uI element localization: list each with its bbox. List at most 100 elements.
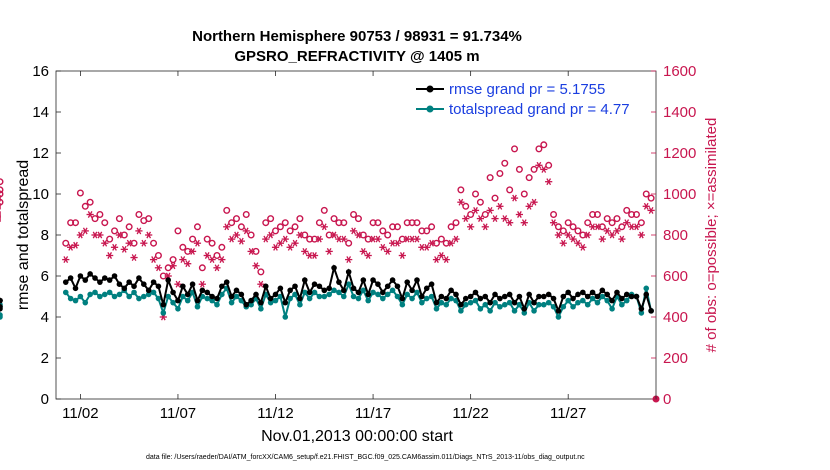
totalspread-point <box>209 297 215 304</box>
obs-possible-point <box>564 219 572 227</box>
obs-possible-point <box>608 219 616 227</box>
obs-assimilated-point <box>549 219 558 227</box>
obs-assimilated-point <box>642 202 650 210</box>
rmse-point <box>380 289 386 296</box>
rmse-point <box>194 297 201 304</box>
totalspread-point <box>184 297 191 304</box>
obs-assimilated-point <box>101 239 109 247</box>
obs-assimilated-point <box>169 262 177 270</box>
obs-possible-point <box>637 219 645 227</box>
obs-possible-point <box>618 223 626 231</box>
totalspread-point <box>180 293 186 300</box>
obs-possible-point <box>296 215 304 223</box>
rmse-point <box>116 281 123 288</box>
rmse-point <box>599 287 606 294</box>
totalspread-point <box>584 301 591 308</box>
obs-possible-point <box>213 251 221 259</box>
rmse-point <box>419 293 425 300</box>
obs-possible-point <box>262 219 270 227</box>
rmse-point <box>355 289 362 296</box>
obs-assimilated-point <box>486 206 494 214</box>
rmse-point <box>443 295 450 302</box>
obs-possible-point <box>403 219 411 227</box>
obs-possible-point <box>91 215 99 223</box>
rmse-point <box>409 287 415 294</box>
obs-possible-point <box>218 243 226 251</box>
rmse-point <box>258 299 264 306</box>
totalspread-point <box>194 303 201 310</box>
rmse-point <box>428 281 435 288</box>
rmse-point <box>360 277 367 283</box>
totalspread-point <box>214 301 220 308</box>
obs-possible-point <box>467 210 475 218</box>
totalspread-point <box>521 310 528 316</box>
rmse-point <box>619 295 625 302</box>
totalspread-point <box>516 301 523 308</box>
totalspread-point <box>116 291 123 298</box>
rmse-point <box>199 287 206 294</box>
totalspread-point <box>414 289 420 296</box>
obs-possible-point <box>145 215 153 223</box>
totalspread-point <box>87 291 93 298</box>
rmse-point <box>648 308 654 314</box>
obs-assimilated-point <box>140 239 148 247</box>
totalspread-point <box>321 293 328 300</box>
obs-assimilated-point <box>86 211 94 218</box>
obs-possible-point <box>272 227 280 235</box>
totalspread-point <box>287 295 293 302</box>
totalspread-point <box>233 293 240 300</box>
obs-possible-point <box>86 198 94 206</box>
rmse-point <box>511 299 518 306</box>
obs-possible-point <box>457 186 465 194</box>
rmse-point <box>228 293 235 300</box>
rmse-point <box>345 269 352 275</box>
obs-possible-point <box>428 223 436 231</box>
obs-assimilated-point <box>554 231 563 239</box>
rmse-point <box>458 301 464 308</box>
obs-possible-point <box>247 231 255 239</box>
totalspread-point <box>0 314 3 320</box>
rmse-point <box>336 279 342 285</box>
rmse-point <box>170 289 176 296</box>
obs-assimilated-point <box>545 178 553 186</box>
rmse-point <box>389 277 396 283</box>
totalspread-point <box>487 308 493 314</box>
obs-assimilated-point <box>120 245 128 253</box>
rmse-point <box>350 285 357 292</box>
obs-assimilated-point <box>125 239 133 247</box>
totalspread-point <box>331 287 337 294</box>
rmse-point <box>292 283 298 290</box>
obs-assimilated-point <box>203 252 211 259</box>
obs-assimilated-point <box>296 231 304 239</box>
obs-assimilated-point <box>81 227 89 235</box>
obs-assimilated-point <box>145 231 153 239</box>
rmse-point <box>67 275 74 281</box>
rmse-point <box>614 289 620 296</box>
obs-assimilated-point <box>496 202 504 210</box>
rmse-point <box>136 275 142 281</box>
obs-assimilated-point <box>310 252 319 259</box>
obs-possible-point <box>154 251 162 259</box>
obs-assimilated-point <box>598 235 606 243</box>
obs-possible-point <box>125 223 133 231</box>
obs-assimilated-point <box>457 198 465 206</box>
obs-possible-point <box>496 169 504 177</box>
obs-assimilated-point <box>218 256 226 264</box>
obs-assimilated-point <box>174 280 182 288</box>
totalspread-point <box>170 299 176 306</box>
obs-possible-point <box>193 223 201 231</box>
totalspread-point <box>638 310 645 316</box>
totalspread-point <box>360 287 367 294</box>
obs-assimilated-point <box>354 231 363 239</box>
obs-assimilated-point <box>569 235 577 243</box>
totalspread-point <box>345 281 352 288</box>
totalspread-point <box>409 295 415 302</box>
obs-possible-point <box>379 227 387 235</box>
obs-assimilated-point <box>593 223 602 231</box>
obs-possible-point <box>501 159 509 167</box>
totalspread-point <box>341 293 347 300</box>
obs-assimilated-point <box>237 237 245 245</box>
x-tick-label: 11/02 <box>62 405 98 422</box>
rmse-point <box>145 287 152 294</box>
obs-possible-point <box>198 264 206 272</box>
